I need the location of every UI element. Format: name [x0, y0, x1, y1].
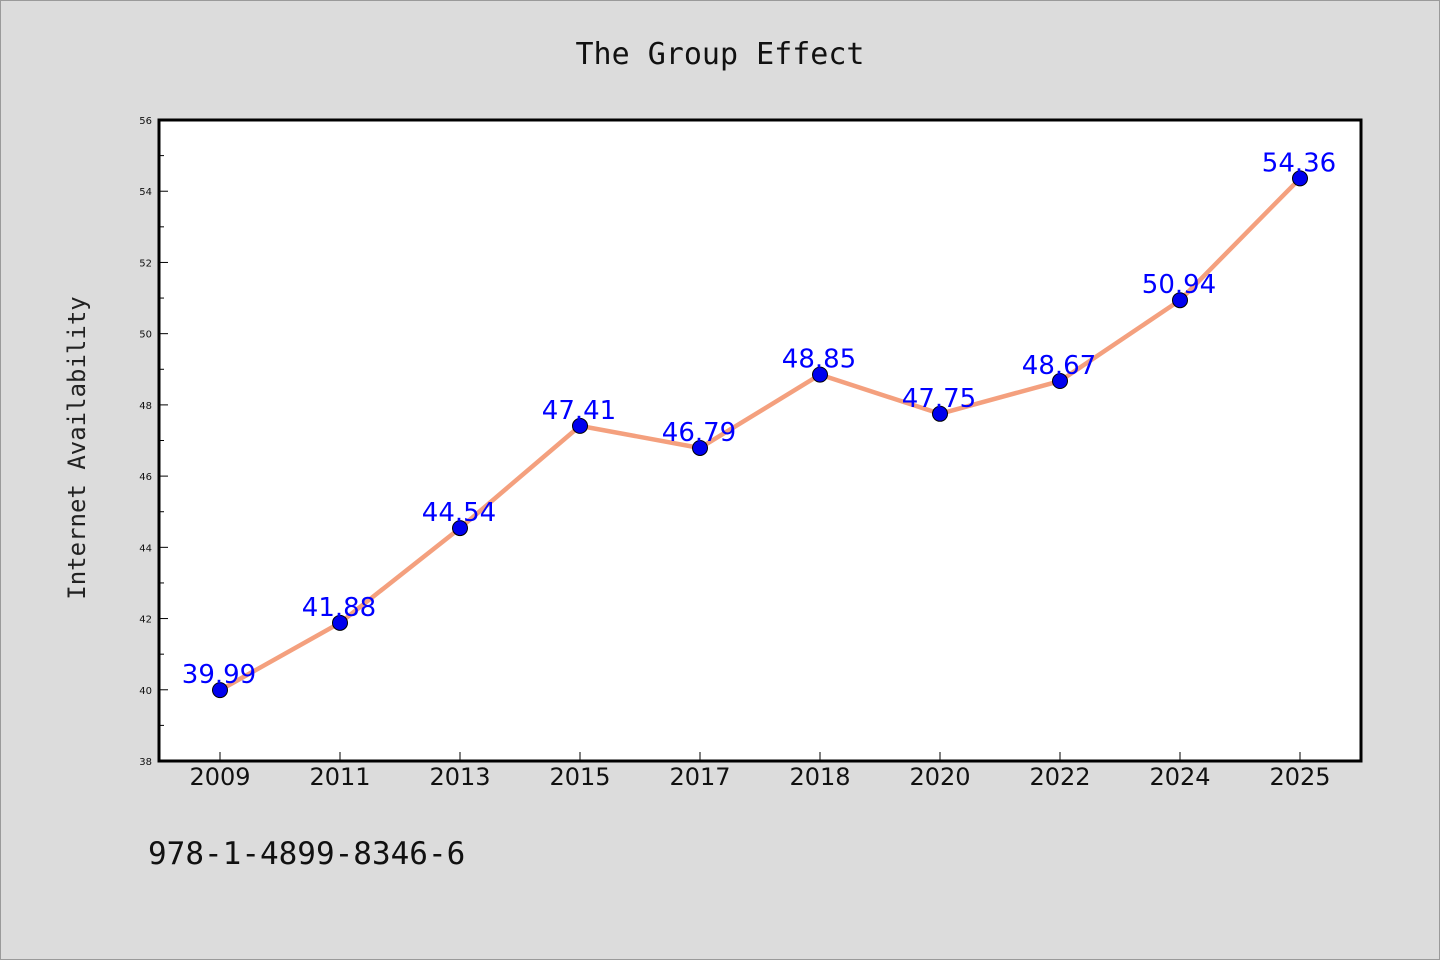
data-point [212, 682, 228, 699]
data-label: 47.75 [902, 384, 976, 414]
x-tick-label: 2018 [789, 763, 850, 791]
data-label: 50.94 [1142, 270, 1216, 300]
y-tick-label: 46 [139, 472, 152, 483]
y-tick-label: 54 [139, 187, 152, 198]
data-label: 44.54 [422, 498, 496, 528]
y-tick-label: 42 [139, 615, 152, 626]
data-label: 54.36 [1262, 148, 1336, 178]
x-tick-label: 2020 [909, 763, 970, 791]
data-point [1292, 170, 1308, 187]
x-tick-label: 2015 [549, 763, 610, 791]
y-tick-label: 56 [139, 116, 152, 127]
data-point [932, 405, 948, 422]
data-label: 48.67 [1022, 351, 1096, 381]
data-point [1172, 292, 1188, 309]
x-tick-label: 2011 [309, 763, 370, 791]
y-tick-label: 52 [139, 258, 152, 269]
data-label: 41.88 [302, 593, 376, 623]
x-tick-label: 2017 [669, 763, 730, 791]
data-label: 48.85 [782, 345, 856, 375]
y-tick-label: 50 [139, 330, 152, 341]
data-point [452, 520, 468, 537]
chart-title: The Group Effect [576, 37, 865, 72]
series-line [217, 176, 1303, 693]
x-tick-label: 2022 [1029, 763, 1090, 791]
data-point [812, 366, 828, 383]
data-point [572, 417, 588, 434]
y-tick-label: 40 [139, 686, 152, 697]
footer-code: 978-1-4899-8346-6 [148, 836, 465, 872]
data-label: 47.41 [542, 396, 616, 426]
plot-border [157, 118, 1363, 763]
data-label: 39.99 [182, 660, 256, 690]
x-tick-label: 2009 [189, 763, 250, 791]
y-tick-label: 44 [139, 543, 152, 554]
y-axis-label: Internet Availability [63, 296, 91, 599]
y-tick-label: 48 [139, 401, 152, 412]
data-point [332, 614, 348, 631]
x-tick-label: 2025 [1269, 763, 1330, 791]
x-tick-label: 2024 [1149, 763, 1210, 791]
x-tick-label: 2013 [429, 763, 490, 791]
axis-ticks: 38 40 42 44 46 48 50 52 54 56 2009 2011 2013 2015 2017… [139, 116, 1330, 791]
data-point [692, 439, 708, 456]
data-point [1052, 373, 1068, 390]
data-label: 46.79 [662, 418, 736, 448]
y-tick-label: 38 [139, 757, 152, 768]
series-layer: 39.99 41.88 44.54 47.41 46.79 48.85 47.75 48.67… [182, 148, 1336, 699]
plot-area [159, 120, 1361, 761]
